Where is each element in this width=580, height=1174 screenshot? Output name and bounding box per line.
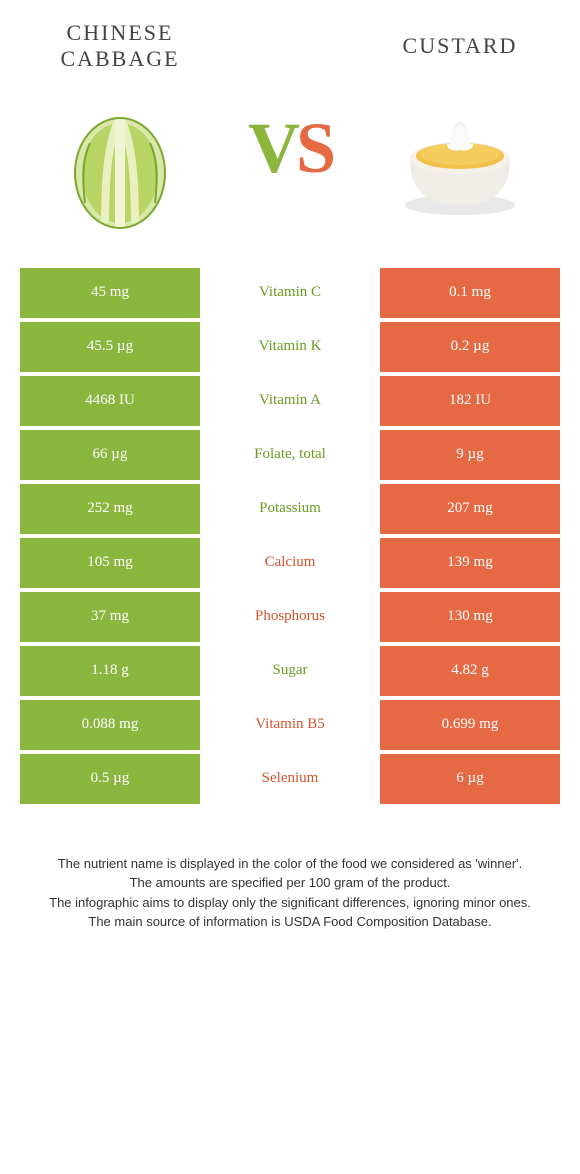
- footer-line: The nutrient name is displayed in the co…: [30, 854, 550, 874]
- cell-nutrient-label: Vitamin A: [200, 376, 380, 426]
- cell-left-value: 1.18 g: [20, 646, 200, 696]
- cabbage-image: [45, 88, 195, 238]
- cell-right-value: 4.82 g: [380, 646, 560, 696]
- table-row: 37 mgPhosphorus130 mg: [20, 592, 560, 642]
- cell-right-value: 6 µg: [380, 754, 560, 804]
- table-row: 66 µgFolate, total9 µg: [20, 430, 560, 480]
- cell-left-value: 105 mg: [20, 538, 200, 588]
- cell-nutrient-label: Potassium: [200, 484, 380, 534]
- food-right-title: Custard: [370, 33, 550, 59]
- table-row: 252 mgPotassium207 mg: [20, 484, 560, 534]
- footer-line: The main source of information is USDA F…: [30, 912, 550, 932]
- table-row: 1.18 gSugar4.82 g: [20, 646, 560, 696]
- cell-right-value: 130 mg: [380, 592, 560, 642]
- cabbage-icon: [50, 93, 190, 233]
- cell-nutrient-label: Vitamin K: [200, 322, 380, 372]
- cell-left-value: 0.5 µg: [20, 754, 200, 804]
- cell-left-value: 0.088 mg: [20, 700, 200, 750]
- custard-image: [385, 75, 535, 225]
- cell-nutrient-label: Sugar: [200, 646, 380, 696]
- cell-nutrient-label: Selenium: [200, 754, 380, 804]
- cell-left-value: 4468 IU: [20, 376, 200, 426]
- food-left-title: Chinese Cabbage: [30, 20, 210, 73]
- table-row: 4468 IUVitamin A182 IU: [20, 376, 560, 426]
- cell-left-value: 45 mg: [20, 268, 200, 318]
- cell-nutrient-label: Phosphorus: [200, 592, 380, 642]
- cell-nutrient-label: Folate, total: [200, 430, 380, 480]
- table-row: 105 mgCalcium139 mg: [20, 538, 560, 588]
- footer-line: The amounts are specified per 100 gram o…: [30, 873, 550, 893]
- table-row: 45 mgVitamin C0.1 mg: [20, 268, 560, 318]
- footer-line: The infographic aims to display only the…: [30, 893, 550, 913]
- cell-right-value: 0.699 mg: [380, 700, 560, 750]
- cell-right-value: 9 µg: [380, 430, 560, 480]
- vs-v: V: [248, 108, 296, 188]
- food-left-column: Chinese Cabbage: [30, 20, 210, 238]
- vs-s: S: [296, 108, 332, 188]
- cell-right-value: 182 IU: [380, 376, 560, 426]
- vs-label: VS: [248, 107, 332, 190]
- cell-left-value: 66 µg: [20, 430, 200, 480]
- footer-notes: The nutrient name is displayed in the co…: [30, 854, 550, 932]
- cell-right-value: 0.1 mg: [380, 268, 560, 318]
- cell-left-value: 45.5 µg: [20, 322, 200, 372]
- cell-left-value: 252 mg: [20, 484, 200, 534]
- food-right-column: Custard: [370, 33, 550, 224]
- header: Chinese Cabbage VS Custard: [0, 0, 580, 248]
- cell-right-value: 207 mg: [380, 484, 560, 534]
- table-row: 0.5 µgSelenium6 µg: [20, 754, 560, 804]
- custard-icon: [390, 80, 530, 220]
- cell-left-value: 37 mg: [20, 592, 200, 642]
- cell-right-value: 0.2 µg: [380, 322, 560, 372]
- table-row: 0.088 mgVitamin B50.699 mg: [20, 700, 560, 750]
- nutrition-table: 45 mgVitamin C0.1 mg45.5 µgVitamin K0.2 …: [20, 268, 560, 804]
- cell-nutrient-label: Calcium: [200, 538, 380, 588]
- table-row: 45.5 µgVitamin K0.2 µg: [20, 322, 560, 372]
- cell-right-value: 139 mg: [380, 538, 560, 588]
- cell-nutrient-label: Vitamin B5: [200, 700, 380, 750]
- cell-nutrient-label: Vitamin C: [200, 268, 380, 318]
